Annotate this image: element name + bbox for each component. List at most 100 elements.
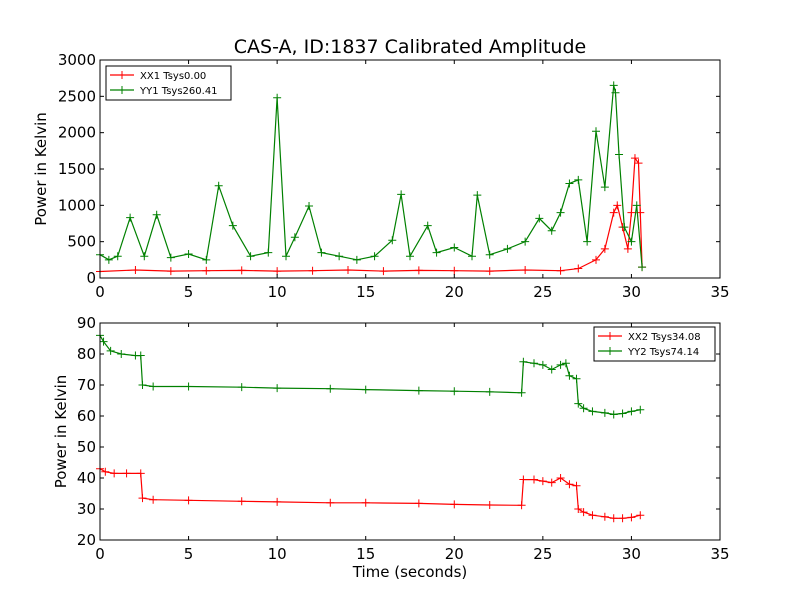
y-axis-label: Power in Kelvin: [32, 112, 50, 226]
data-point-1-0-1: [101, 467, 110, 476]
y-tick-label: 500: [67, 233, 96, 251]
data-point-1-1-1: [99, 337, 108, 346]
data-point-0-1-19: [352, 255, 361, 264]
data-point-0-1-42: [615, 150, 624, 159]
data-point-1-1-27: [588, 407, 597, 416]
data-point-1-0-26: [600, 512, 609, 521]
x-tick-label: 25: [533, 545, 552, 563]
data-point-0-1-18: [335, 252, 344, 261]
y-tick-label: 1000: [58, 196, 96, 214]
data-point-1-1-11: [326, 384, 335, 393]
x-tick-label: 0: [95, 545, 105, 563]
data-point-0-1-32: [535, 214, 544, 223]
data-point-0-1-6: [166, 253, 175, 262]
data-point-0-1-30: [503, 244, 512, 253]
data-point-1-0-6: [149, 495, 158, 504]
x-tick-label: 15: [356, 283, 375, 301]
data-point-1-1-3: [117, 350, 126, 358]
data-point-0-0-20: [623, 244, 632, 253]
y-tick-label: 50: [77, 438, 96, 456]
data-point-1-0-22: [572, 481, 581, 490]
data-point-0-1-40: [609, 81, 618, 90]
chart-title: CAS-A, ID:1837 Calibrated Amplitude: [234, 36, 586, 58]
x-tick-label: 30: [622, 545, 641, 563]
data-point-1-1-13: [414, 386, 423, 395]
data-point-0-1-38: [592, 127, 600, 136]
x-tick-label: 10: [268, 545, 287, 563]
top-plot: 0 5 10 15 20 25 30 35 0 500 1000 1500 2000 2500 3000 Po…: [32, 51, 730, 301]
data-point-1-0-3: [122, 469, 131, 478]
data-point-1-0-5: [138, 494, 147, 503]
data-point-0-0-11: [485, 267, 494, 276]
data-point-0-0-3: [202, 266, 211, 275]
data-point-1-0-11: [361, 498, 370, 507]
data-point-1-0-27: [609, 514, 618, 523]
data-point-0-0-21: [627, 208, 636, 217]
data-point-1-1-14: [450, 387, 459, 396]
data-point-0-1-33: [547, 226, 556, 235]
data-point-1-1-25: [574, 399, 583, 408]
data-point-1-0-10: [326, 498, 335, 507]
data-point-0-0-9: [414, 266, 423, 275]
x-tick-label: 25: [533, 283, 552, 301]
data-point-0-1-14: [282, 252, 290, 261]
data-point-1-0-19: [547, 478, 556, 487]
data-point-1-0-9: [273, 497, 282, 506]
data-point-0-1-39: [600, 183, 609, 192]
data-point-1-1-6: [138, 381, 147, 389]
data-point-1-1-23: [565, 371, 574, 380]
x-tick-label: 5: [184, 545, 194, 563]
legend-label: XX1 Tsys0.00: [140, 71, 206, 82]
data-point-0-0-1: [131, 266, 140, 275]
data-point-0-0-2: [166, 267, 175, 276]
data-point-1-0-17: [530, 475, 538, 484]
data-point-1-0-21: [565, 480, 574, 489]
data-point-0-0-18: [613, 201, 622, 210]
data-point-0-1-20: [370, 252, 379, 261]
data-point-0-1-29: [485, 250, 494, 259]
data-point-1-1-2: [106, 346, 115, 355]
data-point-0-1-24: [423, 221, 432, 230]
data-point-1-1-15: [485, 387, 494, 396]
data-point-0-1-17: [317, 248, 326, 257]
legend-label: YY1 Tsys260.41: [139, 86, 218, 97]
data-point-0-0-12: [521, 266, 530, 275]
data-point-1-0-7: [184, 496, 193, 505]
data-point-1-1-16: [517, 388, 526, 397]
x-tick-label: 10: [268, 283, 287, 301]
data-point-0-1-46: [638, 263, 647, 272]
data-point-0-1-35: [565, 179, 574, 188]
legend-marker: [118, 71, 126, 79]
data-point-1-1-21: [556, 360, 565, 369]
data-point-1-0-4: [136, 469, 145, 478]
data-point-1-0-8: [237, 497, 246, 506]
data-point-1-0-15: [517, 501, 526, 510]
data-point-0-1-27: [468, 252, 476, 261]
data-point-1-0-28: [618, 514, 627, 523]
data-point-1-0-24: [579, 508, 588, 517]
data-point-0-0-4: [237, 266, 246, 275]
data-point-1-0-20: [556, 474, 565, 482]
data-point-1-1-26: [579, 404, 588, 413]
y-tick-label: 80: [77, 345, 96, 363]
y-tick-label: 30: [77, 500, 96, 518]
data-point-0-1-25: [432, 248, 441, 257]
data-point-1-1-30: [618, 409, 627, 418]
data-point-0-1-5: [152, 210, 161, 219]
data-point-0-1-15: [290, 233, 299, 242]
data-point-1-1-22: [561, 359, 570, 368]
data-point-1-1-5: [136, 351, 145, 360]
y-tick-label: 20: [77, 531, 96, 549]
data-point-1-1-10: [273, 384, 282, 393]
data-point-0-0-17: [609, 208, 618, 217]
legend-marker: [606, 347, 614, 355]
legend-label: XX2 Tsys34.08: [628, 332, 701, 343]
data-point-1-1-12: [361, 385, 370, 394]
y-tick-label: 90: [77, 314, 96, 332]
legend-marker: [606, 332, 614, 340]
data-point-0-0-14: [574, 264, 583, 273]
y-tick-label: 70: [77, 376, 96, 394]
data-point-0-1-34: [556, 208, 565, 217]
y-tick-label: 2500: [58, 87, 96, 105]
data-point-0-1-26: [450, 243, 459, 252]
